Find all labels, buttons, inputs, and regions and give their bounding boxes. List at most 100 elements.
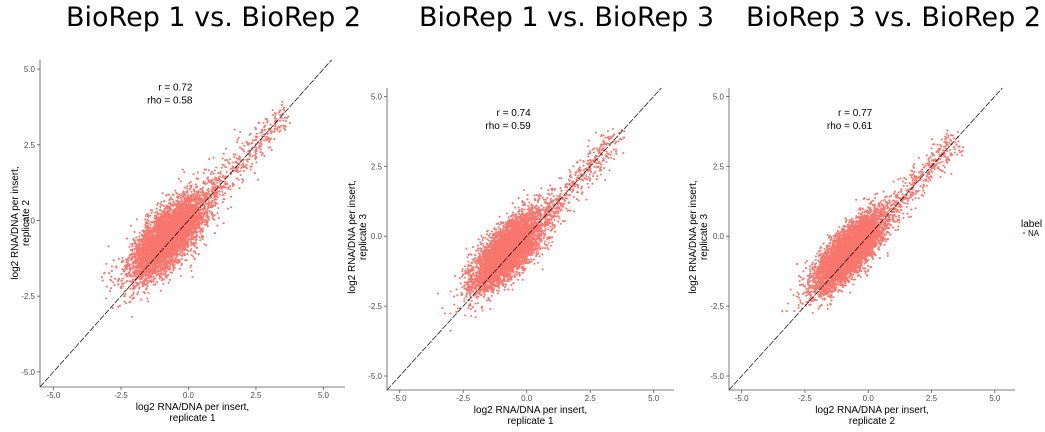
data-point — [237, 165, 240, 169]
data-point — [132, 284, 135, 287]
data-point — [113, 277, 116, 280]
data-point — [233, 128, 236, 131]
data-point — [128, 301, 131, 304]
data-point — [144, 214, 147, 218]
data-point — [269, 146, 272, 149]
data-point — [229, 188, 232, 191]
data-point — [156, 202, 160, 205]
data-point — [158, 239, 162, 242]
data-point — [149, 279, 152, 282]
data-point — [258, 142, 261, 145]
data-point — [226, 159, 229, 162]
data-point — [182, 201, 185, 204]
data-point — [145, 229, 148, 232]
data-point — [214, 204, 217, 207]
data-point — [263, 128, 266, 131]
data-point — [125, 272, 128, 275]
data-point — [186, 226, 189, 229]
data-point — [202, 190, 205, 194]
data-point — [137, 259, 140, 262]
data-point — [123, 295, 126, 298]
data-point — [161, 192, 164, 195]
data-point — [175, 223, 178, 226]
data-point — [263, 135, 266, 138]
data-point — [162, 226, 165, 230]
data-point — [221, 174, 225, 177]
data-point — [210, 212, 213, 215]
data-point — [199, 217, 202, 220]
data-point — [136, 253, 139, 256]
data-point — [152, 263, 155, 266]
data-point — [210, 171, 213, 174]
data-point — [152, 283, 155, 286]
data-point — [137, 238, 140, 242]
data-point — [153, 277, 156, 280]
data-point — [189, 249, 192, 252]
data-point — [144, 218, 147, 221]
data-point — [160, 242, 163, 245]
data-point — [192, 193, 195, 196]
data-point — [140, 298, 143, 301]
data-point — [142, 275, 145, 278]
data-point — [186, 184, 189, 188]
data-point — [203, 218, 207, 221]
data-point — [239, 130, 242, 133]
data-point — [160, 275, 163, 278]
data-point — [236, 141, 239, 144]
data-point — [206, 223, 209, 227]
data-point — [147, 215, 150, 219]
data-point — [120, 261, 123, 264]
data-point — [170, 196, 173, 199]
data-point — [141, 264, 144, 267]
chart-title-3: BioRep 3 vs. BioRep 2 — [746, 2, 1041, 33]
data-point — [147, 229, 150, 232]
data-point — [149, 254, 153, 258]
data-point — [130, 274, 133, 277]
data-point — [179, 180, 182, 183]
data-point — [172, 258, 175, 262]
data-point — [166, 236, 169, 239]
chart-title-1: BioRep 1 vs. BioRep 2 — [66, 2, 361, 33]
data-point — [221, 194, 224, 197]
data-point — [171, 193, 174, 196]
data-point — [159, 266, 162, 269]
data-point — [190, 224, 193, 227]
data-point — [278, 119, 282, 122]
data-point — [248, 133, 251, 136]
data-point — [121, 268, 124, 271]
data-point — [253, 154, 256, 157]
data-point — [218, 193, 222, 196]
data-point — [165, 205, 168, 208]
data-point — [130, 315, 134, 318]
data-point — [175, 199, 178, 203]
data-point — [192, 217, 195, 220]
data-point — [264, 117, 267, 121]
data-point — [284, 125, 287, 128]
data-point — [195, 233, 198, 236]
data-point — [137, 282, 140, 286]
data-point — [164, 221, 167, 224]
data-point — [150, 211, 153, 214]
data-point — [203, 205, 206, 208]
data-point — [263, 155, 266, 158]
data-point — [140, 243, 143, 246]
data-point — [206, 214, 209, 217]
data-point — [191, 205, 194, 208]
data-point — [182, 207, 185, 210]
data-point — [143, 233, 146, 236]
data-point — [212, 156, 215, 159]
data-point — [189, 227, 192, 230]
data-point — [261, 152, 264, 155]
data-point — [146, 284, 149, 288]
data-point — [172, 268, 175, 271]
data-point — [146, 213, 149, 216]
data-point — [183, 186, 186, 189]
data-point — [199, 239, 202, 242]
data-point — [171, 244, 174, 248]
data-point — [143, 256, 146, 259]
data-point — [164, 233, 167, 236]
data-point — [147, 291, 150, 295]
data-point — [201, 186, 204, 189]
data-point — [280, 117, 283, 120]
data-point — [171, 216, 174, 219]
